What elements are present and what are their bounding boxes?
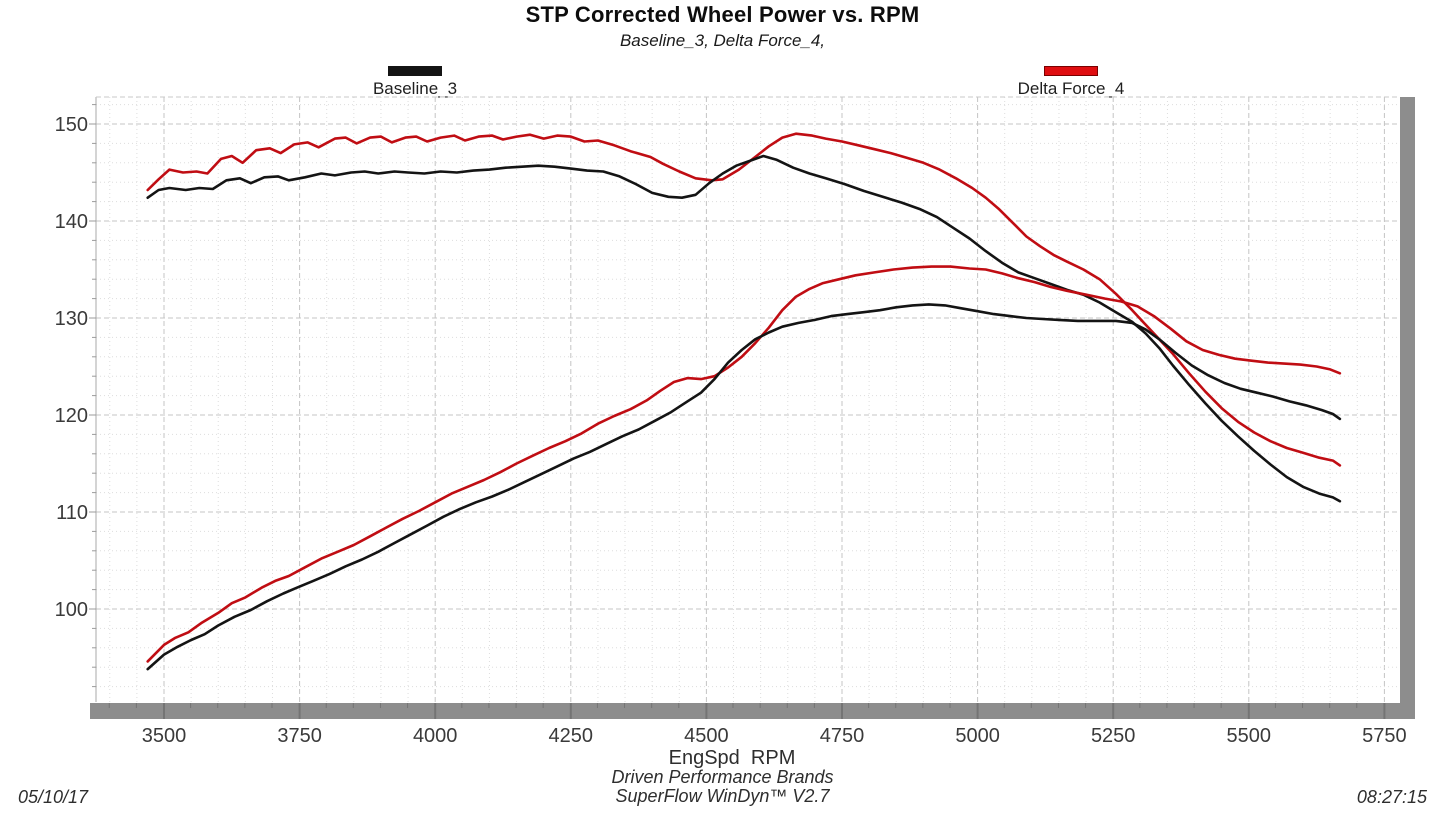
series-trace-3 xyxy=(146,303,1342,671)
x-tick-minor xyxy=(596,703,598,708)
x-axis-label: EngSpd RPM xyxy=(669,747,796,769)
legend-item-delta: Delta Force_4 xyxy=(991,66,1151,99)
x-tick-minor xyxy=(1139,703,1141,708)
x-tick-label: 5000 xyxy=(955,725,1000,747)
x-tick-minor xyxy=(922,703,924,708)
legend-item-baseline: Baseline_3 xyxy=(335,66,495,99)
x-tick-major xyxy=(705,703,708,719)
x-tick-minor xyxy=(1057,703,1059,708)
x-tick-major xyxy=(1112,703,1115,719)
x-tick-major xyxy=(163,703,165,719)
x-tick-minor xyxy=(542,703,544,708)
legend-swatch-delta xyxy=(1044,66,1098,76)
x-tick-major xyxy=(1247,703,1250,719)
legend-label-delta: Delta Force_4 xyxy=(1017,79,1125,98)
x-tick-minor xyxy=(786,703,788,708)
x-tick-minor xyxy=(1166,703,1168,708)
x-tick-minor xyxy=(651,703,653,708)
x-tick-minor xyxy=(461,703,463,708)
x-tick-major xyxy=(1383,703,1386,719)
x-tick-major xyxy=(841,703,843,719)
x-tick-label: 4500 xyxy=(684,725,729,747)
y-tick-label: 150 xyxy=(55,114,88,136)
x-tick-minor xyxy=(895,703,897,708)
x-tick-label: 5250 xyxy=(1091,725,1136,747)
footer-time: 08:27:15 xyxy=(1356,787,1427,807)
x-tick-minor xyxy=(732,703,734,708)
y-tick-label: 110 xyxy=(56,502,88,524)
series-trace-1 xyxy=(146,154,1342,503)
x-tick-minor xyxy=(759,703,761,708)
x-tick-major xyxy=(298,703,301,719)
x-tick-minor xyxy=(325,703,327,708)
x-tick-minor xyxy=(1329,703,1331,708)
x-tick-minor xyxy=(488,703,490,708)
x-tick-minor xyxy=(678,703,680,708)
x-tick-minor xyxy=(244,703,246,708)
x-tick-minor xyxy=(217,703,219,708)
x-tick-label: 4250 xyxy=(549,725,594,747)
x-tick-minor xyxy=(1003,703,1005,708)
x-tick-label: 3750 xyxy=(277,725,322,747)
x-tick-label: 4000 xyxy=(413,725,458,747)
y-tick-label: 100 xyxy=(55,599,88,621)
x-tick-minor xyxy=(1302,703,1304,708)
x-tick-minor xyxy=(379,703,381,708)
x-tick-minor xyxy=(949,703,951,708)
x-tick-minor xyxy=(352,703,354,708)
right-axis-bar xyxy=(1400,97,1415,719)
footer-brand-line2: SuperFlow WinDyn™ V2.7 xyxy=(615,786,830,806)
x-tick-minor xyxy=(271,703,273,708)
x-tick-major xyxy=(434,703,437,719)
x-tick-minor xyxy=(407,703,409,708)
y-tick-label: 140 xyxy=(55,211,88,233)
x-axis-bar xyxy=(90,703,1414,719)
x-tick-minor xyxy=(813,703,815,708)
series-trace-2 xyxy=(146,265,1342,663)
y-tick-label: 130 xyxy=(55,308,88,330)
x-tick-minor xyxy=(1274,703,1276,708)
legend-label-baseline: Baseline_3 xyxy=(372,79,458,98)
footer-date: 05/10/17 xyxy=(18,787,89,807)
x-tick-minor xyxy=(515,703,517,708)
x-tick-minor xyxy=(1085,703,1087,708)
x-tick-label: 3500 xyxy=(142,725,187,747)
footer-brand: Driven Performance Brands SuperFlow WinD… xyxy=(0,768,1445,806)
x-tick-label: 4750 xyxy=(820,725,865,747)
y-tick-label: 120 xyxy=(55,405,88,427)
x-tick-major xyxy=(569,703,572,719)
x-tick-minor xyxy=(1356,703,1358,708)
x-tick-label: 5500 xyxy=(1227,725,1272,747)
x-tick-minor xyxy=(868,703,870,708)
legend-swatch-baseline xyxy=(388,66,442,76)
series-trace-0 xyxy=(146,132,1342,467)
footer-brand-line1: Driven Performance Brands xyxy=(611,767,834,787)
x-tick-minor xyxy=(108,703,110,708)
page-title: STP Corrected Wheel Power vs. RPM xyxy=(525,2,920,27)
chart-subtitle: Baseline_3, Delta Force_4, xyxy=(619,31,826,50)
x-tick-minor xyxy=(135,703,137,708)
x-tick-minor xyxy=(1030,703,1032,708)
x-tick-minor xyxy=(1220,703,1222,708)
x-tick-minor xyxy=(1193,703,1195,708)
x-tick-major xyxy=(976,703,979,719)
x-tick-minor xyxy=(190,703,192,708)
x-tick-minor xyxy=(624,703,626,708)
x-tick-label: 5750 xyxy=(1362,725,1407,747)
